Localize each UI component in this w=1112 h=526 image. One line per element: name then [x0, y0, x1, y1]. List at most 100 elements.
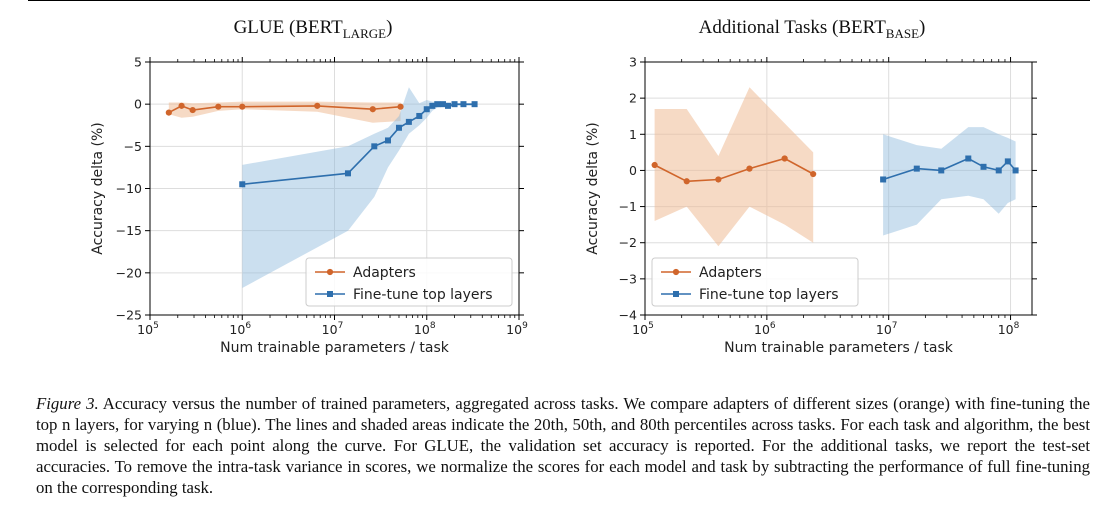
- data-point: [384, 137, 391, 144]
- x-tick-base: 10: [998, 322, 1014, 337]
- x-tick-label: 105: [137, 321, 159, 337]
- legend-marker-0: [672, 268, 680, 276]
- legend-label-0: Adapters: [699, 265, 762, 281]
- data-point: [715, 176, 722, 183]
- data-point: [369, 106, 376, 113]
- data-point: [995, 167, 1002, 174]
- y-tick-label: 0: [629, 163, 637, 178]
- series-band-1: [242, 87, 475, 288]
- x-tick-base: 10: [137, 322, 153, 337]
- data-point: [938, 167, 945, 174]
- data-point: [445, 102, 452, 109]
- data-point: [189, 106, 196, 114]
- chart-title-sub: LARGE: [343, 26, 386, 41]
- data-point: [1004, 158, 1011, 165]
- plot-frame: [644, 61, 1033, 316]
- x-tick-base: 10: [876, 322, 892, 337]
- chart-title: GLUE (BERTLARGE): [234, 17, 393, 41]
- data-point: [397, 103, 404, 110]
- y-tick-label: −10: [116, 181, 142, 196]
- top-rule: [28, 0, 1090, 1]
- data-point: [460, 101, 467, 108]
- x-tick-base: 10: [322, 322, 338, 337]
- x-tick-label: 107: [876, 321, 898, 337]
- data-point: [781, 155, 788, 162]
- data-point: [314, 102, 321, 109]
- data-point: [239, 181, 246, 188]
- x-axis-label: Num trainable parameters / task: [220, 340, 450, 356]
- x-tick-exp: 8: [430, 321, 436, 331]
- data-point: [683, 178, 690, 185]
- y-tick-label: −4: [619, 308, 637, 323]
- y-tick-label: −25: [116, 308, 142, 323]
- series-band-0: [654, 87, 814, 247]
- chart-title-suffix: ): [386, 17, 392, 38]
- data-point: [416, 112, 423, 119]
- x-tick-label: 106: [229, 321, 251, 337]
- data-point: [434, 101, 441, 108]
- data-point: [471, 101, 478, 108]
- chart-title-main: Additional Tasks (BERT: [699, 17, 887, 38]
- x-tick-base: 10: [229, 322, 245, 337]
- data-point: [980, 163, 987, 170]
- y-tick-label: 1: [629, 127, 637, 142]
- legend-label-0: Adapters: [353, 265, 416, 281]
- legend-box: [305, 257, 513, 307]
- data-point: [371, 143, 378, 150]
- data-point: [429, 102, 436, 109]
- data-point: [239, 103, 246, 110]
- data-point: [395, 124, 402, 131]
- chart-title: Additional Tasks (BERTBASE): [699, 17, 926, 41]
- x-tick-label: 108: [998, 321, 1020, 337]
- data-point: [1012, 167, 1019, 174]
- x-tick-exp: 7: [338, 321, 344, 331]
- glue-chart: GLUE (BERTLARGE)105 106 107 108 10950−5−10−1…: [90, 17, 528, 356]
- y-tick-label: −1: [619, 199, 637, 214]
- x-tick-label: 107: [322, 321, 344, 337]
- legend-label-1: Fine-tune top layers: [353, 287, 493, 303]
- data-point: [344, 170, 351, 177]
- data-point: [405, 118, 412, 125]
- x-tick-base: 10: [754, 322, 770, 337]
- data-point: [423, 106, 430, 113]
- y-tick-label: 5: [134, 55, 142, 70]
- chart-title-suffix: ): [919, 17, 925, 38]
- x-tick-label: 108: [414, 321, 436, 337]
- y-tick-label: 0: [134, 97, 142, 112]
- x-tick-label: 109: [506, 321, 528, 337]
- y-tick-label: −3: [619, 271, 637, 286]
- data-point: [451, 101, 458, 108]
- x-tick-exp: 9: [522, 321, 528, 331]
- legend-marker-0: [326, 268, 334, 276]
- chart-title-sub: BASE: [886, 26, 919, 41]
- y-tick-label: 3: [629, 55, 637, 70]
- data-point: [746, 165, 753, 172]
- additional-tasks-chart: Additional Tasks (BERTBASE)105 106 107 1083…: [585, 17, 1037, 356]
- data-point: [913, 165, 920, 172]
- x-tick-label: 106: [754, 321, 776, 337]
- x-tick-base: 10: [632, 322, 648, 337]
- x-tick-exp: 5: [153, 321, 159, 331]
- x-tick-base: 10: [414, 322, 430, 337]
- x-axis-label: Num trainable parameters / task: [724, 340, 954, 356]
- y-axis-label: Accuracy delta (%): [90, 122, 106, 255]
- x-tick-exp: 6: [770, 321, 776, 331]
- figure-caption: Figure 3. Accuracy versus the number of …: [36, 393, 1090, 498]
- caption-text: Accuracy versus the number of trained pa…: [36, 394, 1090, 497]
- x-tick-label: 105: [632, 321, 654, 337]
- chart-title-main: GLUE (BERT: [234, 17, 344, 38]
- y-tick-label: −20: [116, 265, 142, 280]
- legend-marker-1: [327, 291, 333, 297]
- x-tick-exp: 8: [1014, 321, 1020, 331]
- x-tick-exp: 7: [892, 321, 898, 331]
- data-point: [439, 101, 446, 108]
- series-band-0: [168, 101, 401, 123]
- caption-label: Figure 3.: [36, 394, 99, 413]
- series-band-1: [883, 127, 1016, 236]
- data-point: [165, 109, 172, 116]
- data-point: [651, 161, 658, 169]
- y-tick-label: −2: [619, 235, 637, 250]
- legend-marker-1: [673, 291, 679, 297]
- x-tick-base: 10: [506, 322, 522, 337]
- x-tick-exp: 5: [648, 321, 654, 331]
